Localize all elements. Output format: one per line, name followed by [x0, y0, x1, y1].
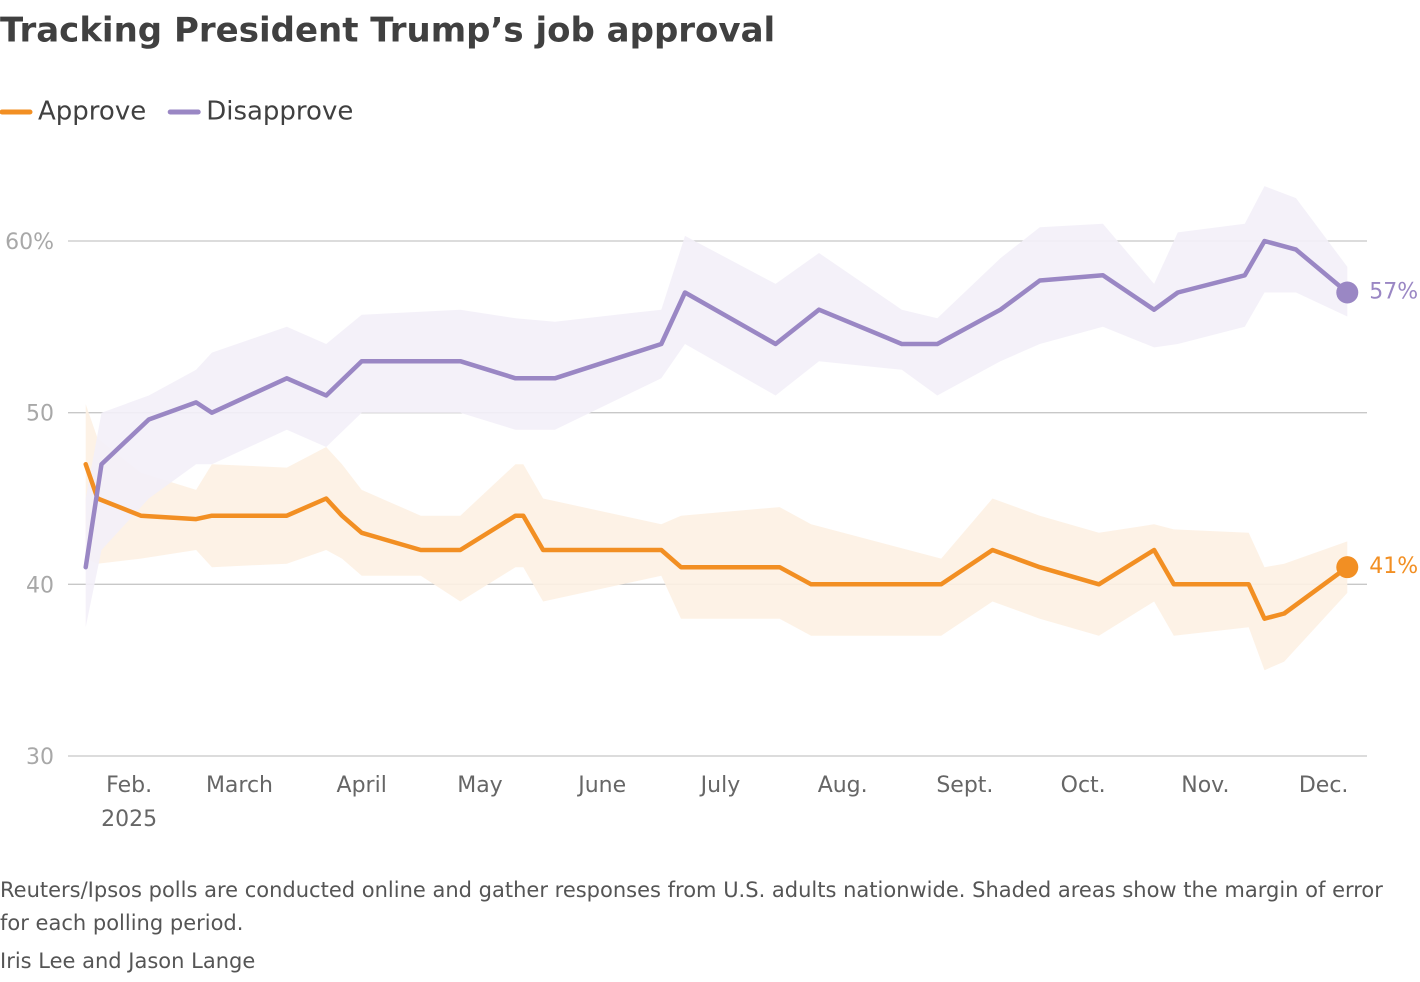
legend: Approve Disapprove: [0, 97, 353, 127]
y-tick-label: 50: [26, 402, 54, 427]
x-tick-label: Dec.: [1299, 773, 1349, 798]
x-tick-label: July: [699, 773, 741, 798]
x-tick-label: Sept.: [936, 773, 993, 798]
chart: Tracking President Trump’s job approval …: [0, 11, 1418, 832]
x-tick-label: May: [457, 773, 502, 798]
bands: [85, 186, 1348, 671]
x-annotation: 2025: [101, 807, 157, 832]
y-tick-label: 40: [26, 573, 54, 598]
byline: Iris Lee and Jason Lange: [0, 949, 256, 973]
x-tick-label: Aug.: [818, 773, 868, 798]
lines: 41% 57%: [83, 238, 1418, 621]
x-tick-label: Feb.: [106, 773, 152, 798]
chart-title: Tracking President Trump’s job approval: [0, 11, 775, 51]
x-tick-label: Nov.: [1181, 773, 1229, 798]
end-point: [1336, 281, 1359, 304]
value-label: 57%: [1369, 280, 1418, 305]
line: [83, 461, 1350, 621]
x-tick-label: April: [337, 773, 387, 798]
line: [83, 238, 1350, 570]
x-tick-label: June: [576, 773, 626, 798]
error-band: [85, 404, 1348, 671]
legend-label: Disapprove: [206, 97, 353, 127]
y-tick-label: 60%: [5, 230, 54, 255]
grid: 30 40 50 60% Feb. 2025 March April May June July Au…: [5, 230, 1367, 832]
legend-label: Approve: [38, 97, 146, 127]
x-tick-label: Oct.: [1061, 773, 1106, 798]
y-tick-label: 30: [26, 745, 54, 770]
error-band: [85, 186, 1348, 628]
x-tick-label: March: [206, 773, 273, 798]
value-label: 41%: [1369, 554, 1418, 579]
footnote: Reuters/Ipsos polls are conducted online…: [0, 878, 1383, 935]
end-point: [1336, 556, 1359, 579]
